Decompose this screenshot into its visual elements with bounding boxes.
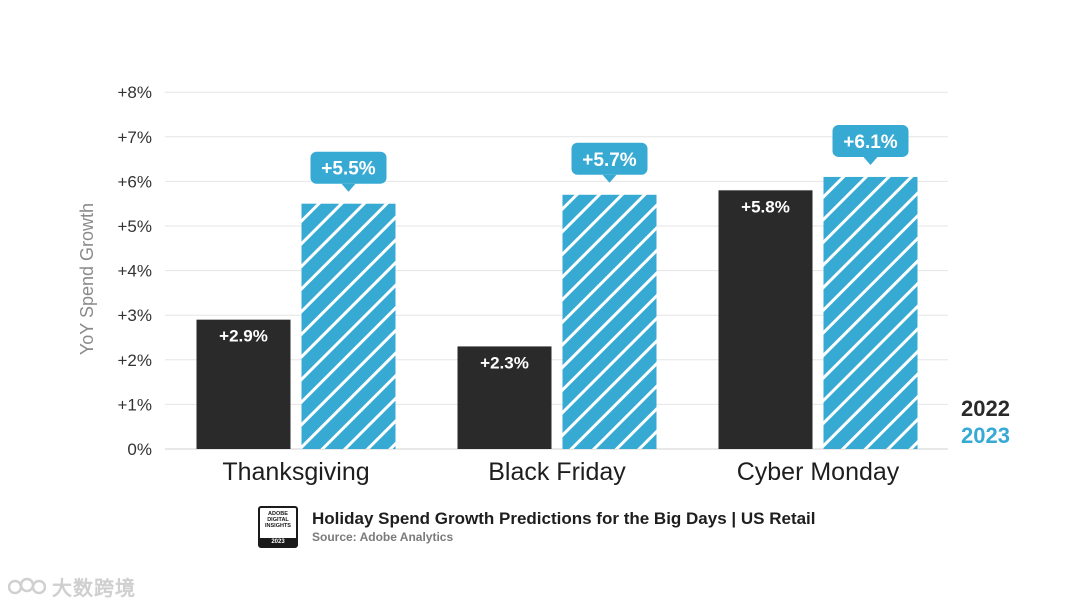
watermark-text: 大数跨境 [52,576,136,600]
callout-box-2023 [571,142,648,175]
value-label-2023: +5.5% [321,159,376,180]
badge-year: 2023 [260,538,296,546]
value-label-2023: +6.1% [843,132,898,153]
callout-box-2023 [310,151,387,184]
y-tick-label: +2% [118,351,153,370]
y-axis-title: YoY Spend Growth [77,203,97,355]
value-label-2022: +2.9% [219,327,268,346]
x-axis-categories: Thanksgiving Black Friday Cyber Monday [222,458,899,486]
y-axis-ticks: 0% +1% +2% +3% +4% +5% +6% +7% +8% [118,83,153,459]
bar-2023 [301,203,396,449]
chart-title: Holiday Spend Growth Predictions for the… [312,509,816,528]
watermark: 大数跨境 [8,572,136,601]
bar-2022 [196,319,291,449]
y-tick-label: +7% [118,128,153,147]
value-label-2023: +5.7% [582,150,637,171]
chart-source: Source: Adobe Analytics [312,530,454,544]
legend-item-2022: 2022 [961,396,1010,421]
y-tick-label: +1% [118,395,153,414]
kuajing-logo-icon [8,577,46,594]
bar-2023 [823,176,918,449]
y-tick-label: +8% [118,83,153,102]
y-tick-label: +4% [118,262,153,281]
bar-2022 [718,190,813,449]
adobe-digital-insights-badge: ADOBE DIGITAL INSIGHTS 2023 [258,506,298,548]
chart-footer: ADOBE DIGITAL INSIGHTS 2023 Holiday Spen… [258,506,816,548]
gridlines [165,91,948,450]
callout-box-2023 [832,124,909,157]
bar-2022 [457,346,552,449]
legend-item-2023: 2023 [961,423,1010,448]
callout-pointer-2023 [341,183,356,192]
value-label-2022: +5.8% [741,197,790,216]
value-labels: +2.9% +5.5% +2.3% +5.7% +5.8% +6.1% [219,124,909,372]
y-tick-label: +6% [118,172,153,191]
bars [196,176,918,449]
callout-pointer-2023 [863,156,878,165]
category-label: Thanksgiving [222,458,369,486]
category-label: Black Friday [488,458,626,486]
y-tick-label: +3% [118,306,153,325]
bar-2023 [562,194,657,449]
y-tick-label: +5% [118,217,153,236]
category-label: Cyber Monday [737,458,900,486]
callout-pointer-2023 [602,174,617,183]
y-tick-label: 0% [127,440,152,459]
bar-chart: 0%+1%+2%+3%+4%+5%+6%+7%+8% +2.9%+5.5%+2.… [77,83,1010,486]
badge-text: ADOBE DIGITAL INSIGHTS [265,511,291,529]
value-label-2022: +2.3% [480,353,529,372]
